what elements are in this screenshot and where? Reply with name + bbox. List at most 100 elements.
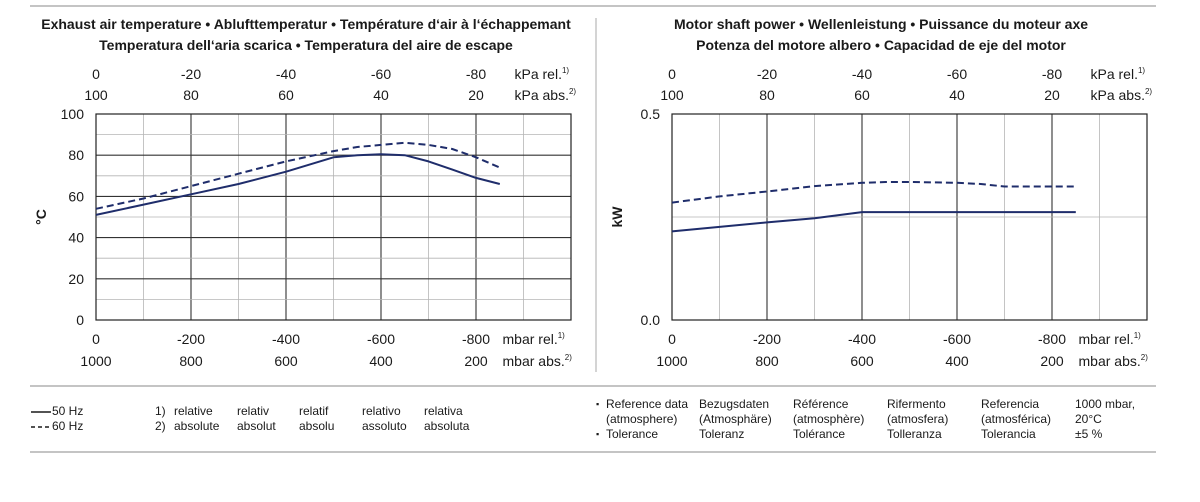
power-top-tick-label-abs: 80 (759, 87, 775, 103)
power-x-tick-label-rel: -600 (943, 331, 971, 347)
reference-label-en: Reference data (606, 397, 689, 411)
temp-y-tick-label: 40 (68, 230, 84, 246)
reference-sub-it: (atmosfera) (887, 412, 949, 426)
reference-col-de: Bezugsdaten (Atmosphäre) Toleranz (699, 397, 772, 442)
footnote-relative-fr: relatif (299, 404, 329, 418)
temp-series-line-50hz (95, 153, 501, 216)
bullet-icon: ▪ (596, 429, 600, 439)
footnote-1-marker: 1) (155, 404, 166, 418)
temp-top-tick-label-abs: 60 (278, 87, 294, 103)
tolerance-label-fr: Tolérance (793, 427, 846, 441)
power-x-tick-label-rel: -200 (753, 331, 781, 347)
temp-x-tick-label-abs: 800 (179, 353, 203, 369)
temp-chart-title: Exhaust air temperature • Ablufttemperat… (41, 16, 571, 32)
temp-top-tick-label-rel: -20 (181, 66, 201, 82)
reference-col-es: Referencia (atmosférica) Tolerancia (981, 397, 1051, 442)
solid-line-icon (31, 411, 51, 413)
power-top-tick-label-rel: -60 (947, 66, 967, 82)
reference-col-en: Reference data (atmosphere) Tolerance (606, 397, 688, 442)
legend-label-50hz: 50 Hz (52, 404, 84, 418)
temp-x-tick-label-rel: -400 (272, 331, 300, 347)
tolerance-label-es: Tolerancia (981, 427, 1036, 441)
temp-x-axis-unit-rel: mbar rel.1) (503, 331, 566, 347)
temp-x-tick-label-rel: 0 (92, 331, 100, 347)
reference-sub-es: (atmosférica) (981, 412, 1052, 426)
temp-x-tick-label-rel: -200 (177, 331, 205, 347)
reference-label-de: Bezugsdaten (699, 397, 770, 411)
series-legend: 50 Hz 60 Hz (30, 404, 83, 434)
reference-sub-de: (Atmosphäre) (699, 412, 772, 426)
dashed-line-icon (31, 426, 51, 428)
power-top-tick-label-rel: -80 (1042, 66, 1062, 82)
tolerance-label-en: Tolerance (606, 427, 659, 441)
tolerance-label-de: Toleranz (699, 427, 745, 441)
power-y-axis-label: kW (609, 206, 625, 228)
legend-label-60hz: 60 Hz (52, 419, 84, 433)
footnote-absolute-it: assoluto (362, 419, 407, 433)
power-top-tick-label-abs: 40 (949, 87, 965, 103)
temp-chart-subtitle: Temperatura dell‘aria scarica • Temperat… (99, 37, 513, 53)
power-x-tick-label-rel: -800 (1038, 331, 1066, 347)
footnote-markers: 1) 2) (155, 404, 166, 434)
legend-entry-50hz: 50 Hz (30, 404, 83, 419)
reference-sub-fr: (atmosphère) (793, 412, 865, 426)
footnote-relative-de: relativ (237, 404, 270, 418)
power-top-tick-label-rel: -20 (757, 66, 777, 82)
power-top-axis-unit-rel: kPa rel.1) (1091, 66, 1146, 82)
temp-series-line-60hz (95, 141, 501, 210)
temp-y-tick-label: 100 (61, 106, 85, 122)
power-x-tick-label-rel: 0 (668, 331, 676, 347)
power-y-tick-label: 0.5 (641, 106, 661, 122)
footnote-absolute-fr: absolu (299, 419, 335, 433)
power-top-axis-unit-abs: kPa abs.2) (1091, 87, 1153, 103)
temp-x-tick-label-rel: -800 (462, 331, 490, 347)
power-x-tick-label-abs: 1000 (656, 353, 687, 369)
bullet-icon: ▪ (596, 399, 600, 409)
power-top-tick-label-rel: -40 (852, 66, 872, 82)
temp-top-tick-label-rel: -80 (466, 66, 486, 82)
power-chart-subtitle: Potenza del motore albero • Capacidad de… (696, 37, 1066, 53)
footnote-absolute-en: absolute (174, 419, 220, 433)
temp-x-tick-label-rel: -600 (367, 331, 395, 347)
footnote-absolute-de: absolut (237, 419, 276, 433)
power-x-tick-label-abs: 600 (850, 353, 874, 369)
temp-x-tick-label-abs: 1000 (80, 353, 111, 369)
power-top-tick-label-abs: 60 (854, 87, 870, 103)
reference-temperature-value: 20°C (1075, 412, 1102, 426)
tolerance-label-it: Tolleranza (887, 427, 942, 441)
temp-top-tick-label-rel: -60 (371, 66, 391, 82)
reference-col-it: Rifermento (atmosfera) Tolleranza (887, 397, 948, 442)
power-top-tick-label-rel: 0 (668, 66, 676, 82)
temp-y-axis-label: °C (33, 209, 49, 225)
footnote-relative-it: relativo (362, 404, 401, 418)
temp-top-tick-label-abs: 40 (373, 87, 389, 103)
power-x-axis-unit-abs: mbar abs.2) (1079, 353, 1149, 369)
footnote-2-marker: 2) (155, 419, 166, 433)
footnote-col-es: relativa absoluta (424, 404, 469, 434)
footnote-col-it: relativo assoluto (362, 404, 407, 434)
reference-pressure-value: 1000 mbar, (1075, 397, 1136, 411)
temp-y-tick-label: 60 (68, 188, 84, 204)
power-y-tick-label: 0.0 (641, 312, 661, 328)
temp-x-tick-label-abs: 200 (464, 353, 488, 369)
tolerance-value: ±5 % (1075, 427, 1103, 441)
footnote-absolute-es: absoluta (424, 419, 470, 433)
temp-top-tick-label-abs: 20 (468, 87, 484, 103)
power-top-tick-label-abs: 100 (660, 87, 684, 103)
temp-x-axis-unit-abs: mbar abs.2) (503, 353, 573, 369)
power-top-tick-label-abs: 20 (1044, 87, 1060, 103)
power-series-line-50hz (671, 211, 1076, 233)
temp-top-tick-label-rel: 0 (92, 66, 100, 82)
legend-entry-60hz: 60 Hz (30, 419, 83, 434)
power-x-tick-label-abs: 400 (945, 353, 969, 369)
power-plot-frame (671, 113, 1148, 321)
power-x-tick-label-abs: 200 (1040, 353, 1064, 369)
temp-y-tick-label: 80 (68, 147, 84, 163)
reference-label-es: Referencia (981, 397, 1040, 411)
reference-col-values: 1000 mbar, 20°C ±5 % (1075, 397, 1135, 442)
temp-plot-frame (95, 113, 572, 321)
footnote-col-fr: relatif absolu (299, 404, 334, 434)
reference-col-fr: Référence (atmosphère) Tolérance (793, 397, 864, 442)
